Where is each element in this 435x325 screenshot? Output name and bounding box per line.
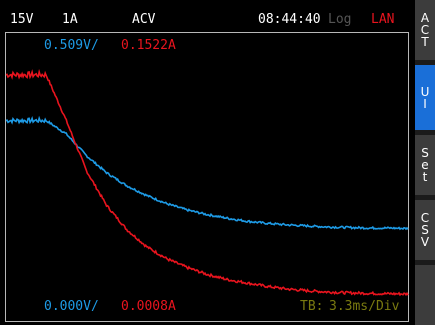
status-bar: 15V 1A ACV 08:44:40 Log LAN bbox=[0, 0, 415, 32]
voltage-range: 15V bbox=[10, 12, 34, 27]
softkey-char: t bbox=[422, 170, 428, 184]
softkey-char: S bbox=[421, 146, 429, 160]
softkey-char: U bbox=[420, 84, 430, 99]
softkey-char: e bbox=[421, 158, 429, 172]
timebase-label: TB: bbox=[300, 299, 324, 314]
oscilloscope-screen: 15V 1A ACV 08:44:40 Log LAN 0.509V/ 0.15… bbox=[0, 0, 415, 322]
softkey-char: S bbox=[421, 223, 429, 237]
softkey-blank[interactable] bbox=[415, 265, 435, 325]
softkey-char: V bbox=[420, 235, 430, 249]
current-trace bbox=[5, 68, 409, 297]
voltage-scale-bottom: 0.000V/ bbox=[44, 299, 99, 314]
clock: 08:44:40 bbox=[258, 12, 321, 27]
lan-indicator: LAN bbox=[371, 12, 395, 27]
softkey-char: T bbox=[421, 35, 429, 49]
softkey-char: I bbox=[423, 96, 427, 111]
plot-frame bbox=[5, 32, 409, 322]
log-indicator: Log bbox=[328, 12, 352, 27]
current-scale-bottom: 0.0008A bbox=[121, 299, 176, 314]
voltage-trace bbox=[5, 115, 409, 231]
softkey-char: C bbox=[420, 23, 430, 37]
current-scale-top: 0.1522A bbox=[121, 38, 176, 53]
current-range: 1A bbox=[62, 12, 78, 27]
softkey-char: C bbox=[420, 211, 430, 225]
voltage-scale-top: 0.509V/ bbox=[44, 38, 99, 53]
mode-indicator: ACV bbox=[132, 12, 156, 27]
waveform-plot bbox=[5, 68, 409, 297]
softkey-char: A bbox=[420, 11, 430, 25]
timebase-value: 3.3ms/Div bbox=[329, 299, 400, 314]
